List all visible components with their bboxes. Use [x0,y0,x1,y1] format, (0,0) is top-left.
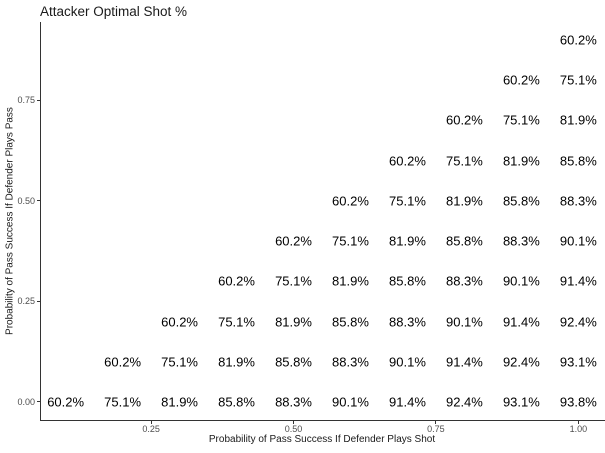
x-tick-mark [150,421,152,424]
data-label: 81.9% [445,193,483,209]
data-label: 75.1% [104,394,142,410]
data-label: 75.1% [559,72,597,88]
data-label: 85.8% [389,273,426,289]
data-label: 81.9% [389,233,426,249]
data-label: 60.2% [218,273,255,289]
y-axis-line [40,22,41,421]
data-label: 75.1% [389,193,426,209]
data-label: 60.2% [104,354,142,370]
x-tick-mark [577,421,579,424]
data-label: 85.8% [275,354,312,370]
data-label: 85.8% [332,314,369,329]
y-tick-mark [37,401,40,403]
y-tick-label: 0.00 [17,396,35,407]
data-label: 75.1% [161,354,198,370]
y-tick-label: 0.50 [17,195,35,206]
x-tick-label: 0.50 [284,424,303,434]
data-label: 81.9% [332,273,369,289]
data-label: 81.9% [275,314,312,329]
data-label: 60.2% [161,314,198,329]
data-label: 60.2% [559,32,597,48]
data-label: 92.4% [502,354,540,370]
data-label: 88.3% [275,394,312,410]
data-label: 81.9% [161,394,198,410]
x-axis-line [40,420,605,421]
data-label: 92.4% [559,314,597,329]
chart-title: Attacker Optimal Shot % [40,4,188,19]
data-label: 91.4% [559,273,597,289]
y-tick-mark [37,99,40,101]
data-label: 85.8% [445,233,483,249]
data-label: 60.2% [275,233,312,249]
data-label: 75.1% [502,112,540,128]
data-label: 85.8% [559,153,597,169]
data-label: 81.9% [218,354,255,370]
data-label: 91.4% [502,314,540,329]
y-tick-mark [37,200,40,202]
data-label: 90.1% [445,314,483,329]
data-label: 93.1% [559,354,597,370]
data-label: 75.1% [332,233,369,249]
data-label: 88.3% [389,314,426,329]
x-tick-mark [293,421,294,424]
data-label: 60.2% [47,394,85,410]
y-tick-mark [37,300,40,302]
data-label: 85.8% [502,193,540,209]
data-label: 85.8% [218,394,255,410]
data-label: 90.1% [332,394,369,410]
data-label: 75.1% [218,314,255,329]
data-label: 91.4% [445,354,483,370]
data-label: 90.1% [559,233,597,249]
data-label: 90.1% [389,354,426,370]
y-tick-label: 0.75 [17,95,35,106]
data-label: 88.3% [502,233,540,249]
data-label: 81.9% [502,153,540,169]
data-label: 60.2% [502,72,540,88]
y-tick-label: 0.25 [17,296,35,307]
data-label: 60.2% [389,153,426,169]
data-label: 88.3% [445,273,483,289]
x-tick-mark [435,421,437,424]
data-label: 88.3% [332,354,369,370]
x-tick-label: 0.75 [427,424,445,434]
x-tick-label: 0.25 [142,424,160,434]
data-label: 88.3% [559,193,597,209]
data-label: 75.1% [275,273,312,289]
data-label: 60.2% [445,112,483,128]
data-label: 81.9% [559,112,597,128]
x-tick-label: 1.00 [569,424,588,434]
x-axis-title: Probability of Pass Success If Defender … [208,434,436,445]
data-label: 93.8% [559,394,597,410]
data-label: 93.1% [502,394,540,410]
data-label: 75.1% [445,153,483,169]
data-label: 91.4% [389,394,426,410]
data-label: 60.2% [332,193,369,209]
data-label: 90.1% [502,273,540,289]
data-label: 92.4% [445,394,483,410]
